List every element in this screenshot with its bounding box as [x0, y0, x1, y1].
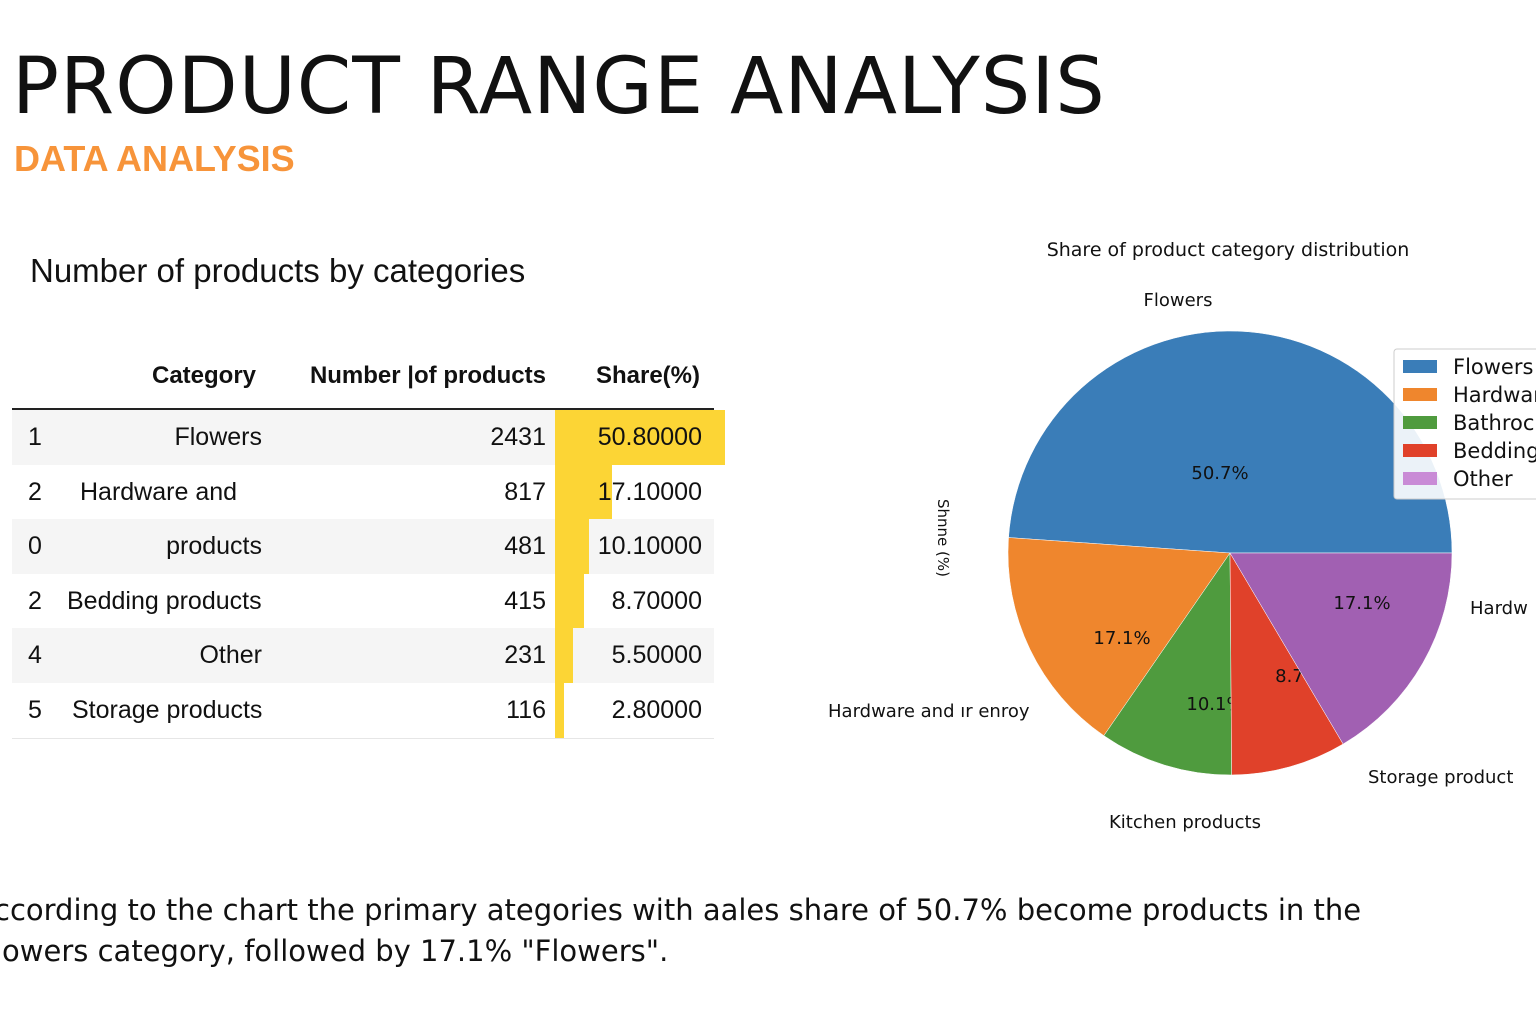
- row-share: 17.10000: [597, 477, 702, 506]
- page-title: PRODUCT RANGE ANALYSIS: [12, 42, 1106, 132]
- row-share: 10.10000: [597, 532, 702, 561]
- slice-percent-label: 17.1%: [1093, 628, 1150, 649]
- slice-percent-label: 50.7%: [1191, 463, 1248, 484]
- legend-label: Flowers: [1453, 355, 1533, 379]
- category-table: Category Number |of products Share(%) 1 F…: [12, 352, 725, 739]
- row-count: 231: [504, 641, 546, 670]
- pie-slice: [1007, 537, 1231, 737]
- share-bar: [555, 628, 574, 683]
- column-header-count: Number |of products: [309, 362, 546, 389]
- slice-label: Storage product: [1368, 767, 1513, 788]
- column-header-share: Share(%): [595, 362, 700, 389]
- row-index: 2: [28, 477, 42, 506]
- slice-label: Flowers: [1144, 290, 1213, 311]
- row-category: Bedding products: [67, 586, 262, 615]
- share-bar: [555, 464, 613, 520]
- legend-label: Bedding: [1453, 439, 1536, 463]
- row-category: Flowers: [174, 423, 262, 451]
- row-index: 0: [28, 532, 42, 561]
- row-count: 116: [506, 695, 546, 724]
- row-share: 8.70000: [611, 586, 702, 615]
- slice-percent-label: 17.1%: [1333, 593, 1390, 614]
- table-title: Number of products by categories: [30, 252, 526, 289]
- pie-slice: [1229, 552, 1453, 745]
- table-row: 4 Other 231 5.50000: [12, 628, 714, 683]
- row-index: 2: [28, 586, 42, 615]
- table-row: 0 products 481 10.10000: [12, 519, 714, 574]
- row-share: 50.80000: [597, 423, 702, 451]
- conclusion-line-1: ccording to the chart the primary ategor…: [0, 893, 1362, 927]
- row-index: 5: [28, 695, 42, 724]
- row-count: 481: [504, 532, 546, 561]
- table-row: 5 Storage products 116 2.80000: [12, 682, 714, 738]
- row-category: Hardware and: [80, 477, 238, 506]
- row-index: 4: [28, 641, 42, 670]
- legend-label: Bathroc: [1453, 411, 1534, 435]
- row-category: Other: [199, 641, 262, 670]
- legend-swatch: [1403, 472, 1437, 485]
- row-count: 415: [504, 586, 546, 615]
- column-header-category: Category: [152, 362, 257, 389]
- pie-slice: [1229, 552, 1344, 776]
- table-row: 2 Hardware and 817 17.10000: [12, 464, 714, 520]
- row-category: Storage products: [72, 695, 263, 724]
- slice-percent-label: 10.1%: [1186, 694, 1243, 715]
- legend-label: Other: [1453, 467, 1513, 491]
- row-category: products: [166, 532, 262, 561]
- legend-box: [1393, 348, 1536, 500]
- slice-label: Hardw: [1470, 598, 1528, 619]
- row-index: 1: [28, 423, 42, 451]
- legend-swatch: [1403, 444, 1437, 457]
- pie-slice: [1008, 330, 1453, 554]
- pie-slice: [1103, 552, 1232, 776]
- row-share: 2.80000: [611, 695, 702, 724]
- table-header: Category Number |of products Share(%): [12, 352, 714, 410]
- share-bar: [555, 682, 565, 738]
- share-bar: [555, 410, 725, 465]
- legend-swatch: [1403, 416, 1437, 429]
- row-count: 2431: [490, 423, 546, 451]
- slice-label: Hardware and ır enroy: [828, 701, 1030, 722]
- page-subtitle: DATA ANALYSIS: [14, 138, 295, 179]
- table-row: 2 Bedding products 415 8.70000: [12, 573, 714, 629]
- chart-title: Share of product category distribution: [1047, 239, 1410, 261]
- y-axis-label: Shnne (%): [934, 499, 952, 577]
- table-bottom-rule: [12, 737, 714, 739]
- conclusion-line-2: lowers category, followed by 17.1% "Flow…: [0, 934, 669, 968]
- table-body: 1 Flowers 2431 50.80000 2 Hardware and 817 17.1…: [12, 410, 725, 738]
- share-bar: [555, 573, 585, 629]
- row-share: 5.50000: [611, 641, 702, 670]
- table-row: 1 Flowers 2431 50.80000: [12, 410, 725, 465]
- legend-label: Hardwar: [1453, 383, 1536, 407]
- conclusion-text: ccording to the chart the primary ategor…: [0, 890, 1494, 972]
- slice-label: Kitchen products: [1109, 812, 1261, 833]
- legend-swatch: [1403, 360, 1437, 373]
- share-bar: [555, 519, 589, 574]
- legend-swatch: [1403, 388, 1437, 401]
- row-count: 817: [504, 477, 546, 506]
